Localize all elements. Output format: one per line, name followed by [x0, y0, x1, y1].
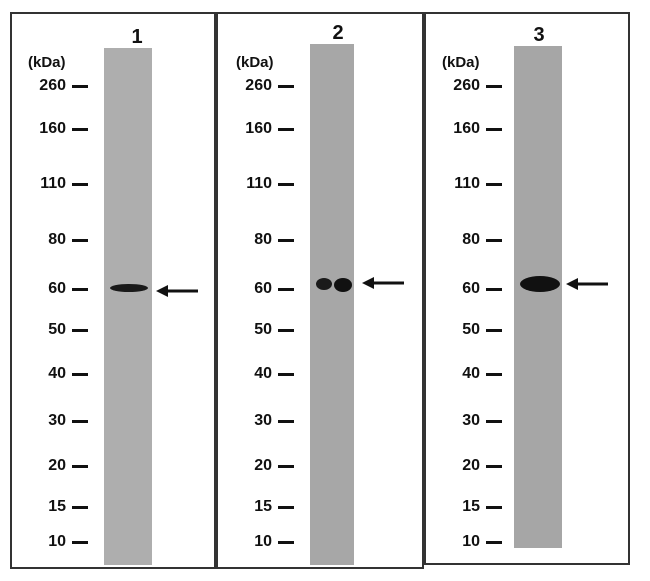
marker-tick — [486, 506, 502, 509]
marker-tick — [278, 465, 294, 468]
marker-tick — [278, 506, 294, 509]
marker-tick — [72, 85, 88, 88]
marker-label: 20 — [254, 457, 272, 474]
marker-tick — [278, 329, 294, 332]
marker-tick — [278, 288, 294, 291]
lane-number: 3 — [533, 24, 545, 46]
marker-label: 40 — [462, 365, 480, 382]
marker-label: 160 — [245, 120, 272, 137]
marker-tick — [72, 329, 88, 332]
marker-tick — [72, 239, 88, 242]
blot-panel-1: 1 (kDa) 260 160 110 80 60 50 40 30 20 15 10 — [10, 12, 216, 569]
marker-label: 40 — [48, 365, 66, 382]
marker-label: 260 — [245, 77, 272, 94]
blot-panel-3: 3 (kDa) 260 160 110 80 60 50 40 30 20 15 10 — [424, 12, 630, 565]
marker-tick — [72, 128, 88, 131]
marker-label: 60 — [254, 280, 272, 297]
marker-label: 50 — [48, 321, 66, 338]
marker-label: 15 — [462, 498, 480, 515]
marker-label: 80 — [48, 231, 66, 248]
gel-lane — [104, 48, 152, 565]
marker-tick — [72, 420, 88, 423]
marker-label: 15 — [48, 498, 66, 515]
lane-number: 2 — [332, 22, 344, 44]
marker-label: 260 — [39, 77, 66, 94]
marker-tick — [486, 373, 502, 376]
marker-label: 60 — [462, 280, 480, 297]
marker-tick — [486, 541, 502, 544]
marker-label: 110 — [454, 175, 480, 192]
marker-label: 50 — [462, 321, 480, 338]
protein-band — [110, 284, 148, 292]
marker-tick — [486, 465, 502, 468]
marker-tick — [72, 506, 88, 509]
arrow-left-icon — [362, 277, 404, 289]
marker-label: 30 — [48, 412, 66, 429]
marker-tick — [278, 239, 294, 242]
marker-label: 80 — [254, 231, 272, 248]
marker-label: 60 — [48, 280, 66, 297]
marker-label: 110 — [40, 175, 66, 192]
lane-number: 1 — [131, 26, 143, 48]
marker-tick — [72, 288, 88, 291]
marker-tick — [278, 541, 294, 544]
marker-tick — [72, 183, 88, 186]
marker-label: 260 — [453, 77, 480, 94]
marker-tick — [72, 373, 88, 376]
marker-label: 10 — [462, 533, 480, 550]
marker-label: 30 — [254, 412, 272, 429]
arrow-left-icon — [156, 285, 198, 297]
unit-label: (kDa) — [28, 54, 66, 71]
protein-band — [316, 278, 332, 290]
blot-panel-2: 2 (kDa) 260 160 110 80 60 50 40 30 20 15 10 — [216, 12, 424, 569]
marker-label: 40 — [254, 365, 272, 382]
marker-tick — [486, 128, 502, 131]
marker-tick — [72, 541, 88, 544]
marker-tick — [278, 183, 294, 186]
marker-tick — [72, 465, 88, 468]
unit-label: (kDa) — [236, 54, 274, 71]
marker-label: 10 — [48, 533, 66, 550]
marker-label: 80 — [462, 231, 480, 248]
marker-label: 160 — [39, 120, 66, 137]
marker-label: 160 — [453, 120, 480, 137]
arrow-left-icon — [566, 278, 608, 290]
marker-label: 30 — [462, 412, 480, 429]
marker-tick — [486, 85, 502, 88]
marker-tick — [486, 329, 502, 332]
marker-tick — [278, 85, 294, 88]
marker-tick — [486, 183, 502, 186]
marker-label: 20 — [462, 457, 480, 474]
marker-tick — [278, 128, 294, 131]
marker-label: 15 — [254, 498, 272, 515]
marker-label: 50 — [254, 321, 272, 338]
protein-band — [334, 278, 352, 292]
protein-band — [520, 276, 560, 292]
marker-label: 110 — [246, 175, 272, 192]
marker-tick — [278, 420, 294, 423]
marker-label: 10 — [254, 533, 272, 550]
marker-label: 20 — [48, 457, 66, 474]
unit-label: (kDa) — [442, 54, 480, 71]
marker-tick — [486, 239, 502, 242]
gel-lane — [310, 44, 354, 565]
marker-tick — [278, 373, 294, 376]
marker-tick — [486, 288, 502, 291]
gel-lane — [514, 46, 562, 548]
marker-tick — [486, 420, 502, 423]
